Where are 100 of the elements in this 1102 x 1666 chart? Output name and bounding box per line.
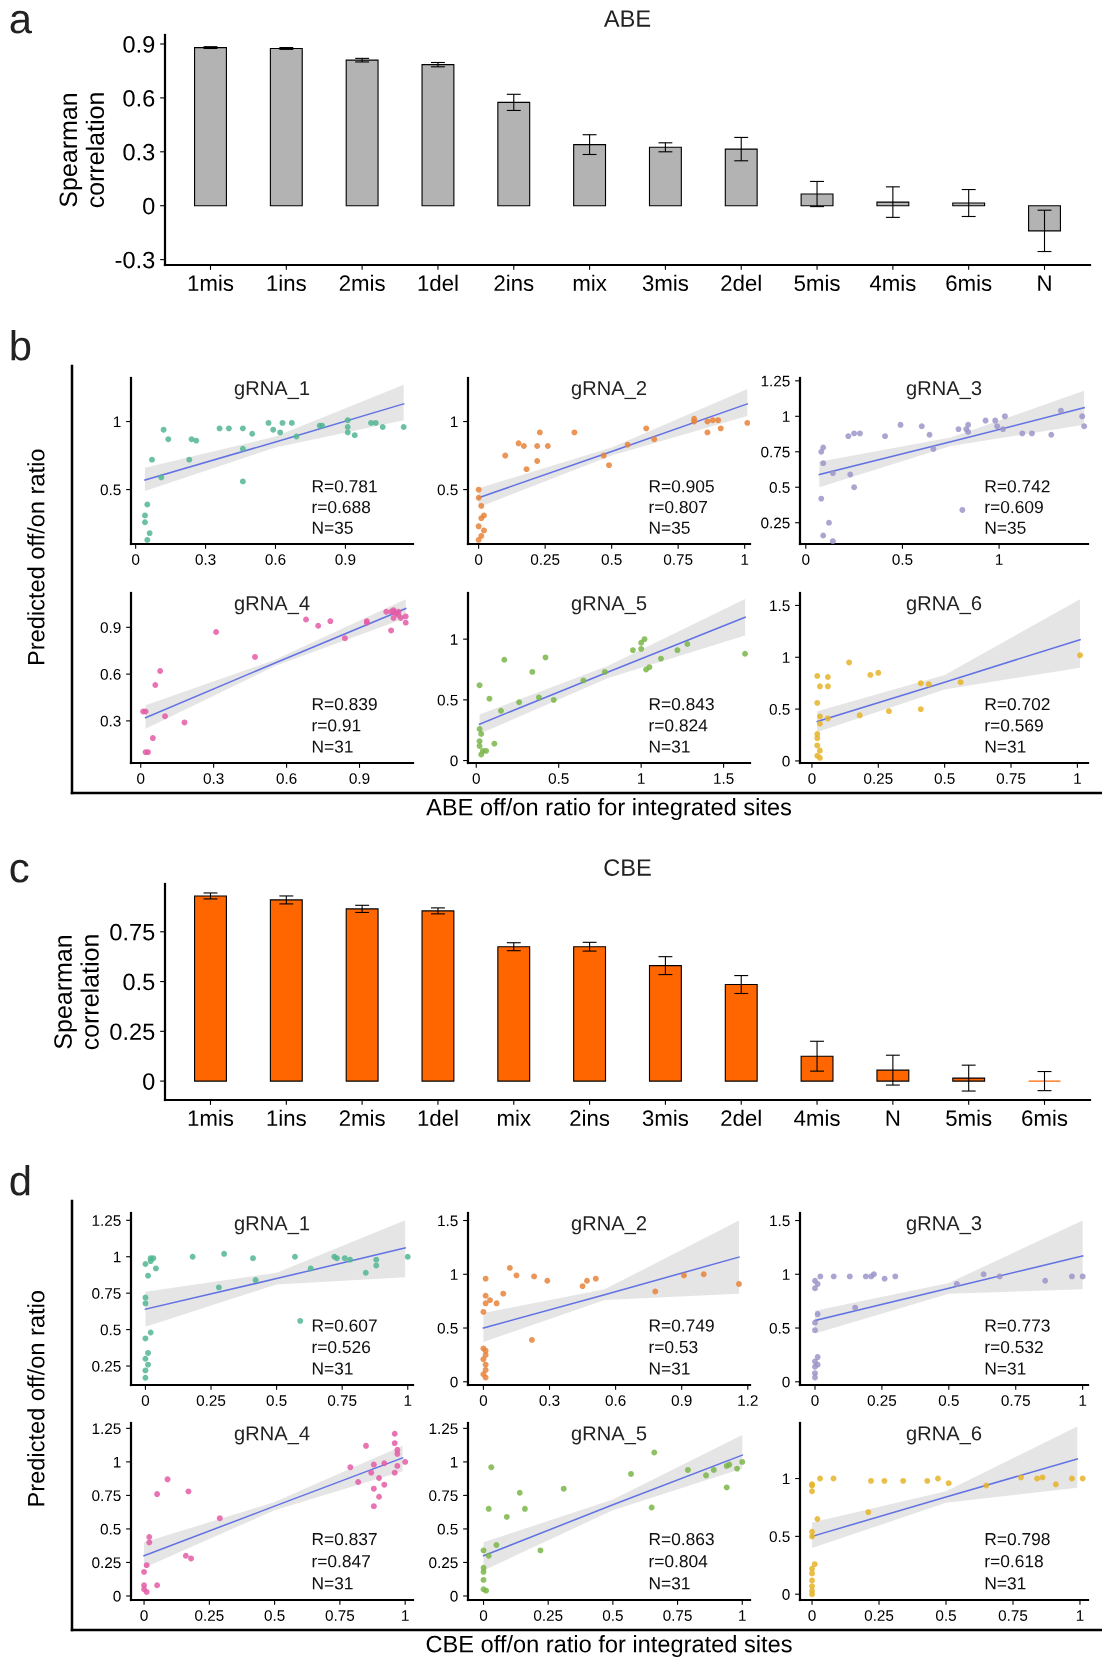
x-tick-label: 0.25 [533,1610,563,1621]
annotation: r=0.804 [649,1555,708,1568]
y-tick-label: 0.5 [769,1531,790,1543]
annotation: N=31 [985,740,1026,753]
y-tick-label: 0.25 [110,1023,155,1041]
y-tick-label: 0.3 [100,715,121,727]
annotation: R=0.773 [985,1319,1050,1332]
x-tick-label: 0 [472,773,480,784]
x-tick-label: 1ins [267,274,306,292]
x-tick-label: 0.6 [605,1395,626,1406]
x-tick-label: 2del [721,1109,761,1127]
x-tick-label: 0.5 [935,1610,956,1621]
y-tick-label: 0.9 [100,622,121,633]
x-tick-label: 0.25 [867,1395,897,1406]
annotation: N=35 [312,521,353,534]
chart-title: gRNA_4 [234,1426,310,1445]
x-tick-label: 1del [418,1109,458,1127]
x-tick-label: 5mis [794,274,840,292]
x-tick-label: 4mis [794,1109,840,1127]
x-tick-label: 0.75 [1001,1395,1030,1406]
x-tick-label: mix [573,274,607,291]
x-tick-label: 0.25 [530,554,560,565]
x-tick-label: N [886,1110,900,1126]
x-tick-label: 0.75 [327,1395,357,1406]
y-tick-label: 0.75 [92,1288,121,1299]
x-tick-label: 6mis [946,274,992,292]
y-tick-label: 1 [782,1269,790,1280]
x-tick-label: 2mis [339,1109,385,1127]
y-tick-label: -0.3 [115,251,155,269]
chart-title: gRNA_4 [234,596,310,615]
x-tick-label: 0.75 [998,1610,1028,1621]
annotation: r=0.609 [985,500,1043,514]
y-tick-label: 0 [782,1589,790,1600]
x-tick-label: N [1038,275,1051,291]
annotation: r=0.807 [649,500,707,514]
x-tick-label: 0 [808,1610,816,1621]
x-tick-label: 0.5 [266,1395,287,1406]
y-tick-label: 0 [143,1073,155,1090]
y-tick-label: 0.5 [769,482,790,493]
y-tick-label: 1.5 [770,1215,790,1227]
y-tick-label: 0.25 [761,517,790,529]
annotation: R=0.742 [985,480,1050,493]
text: a [10,10,32,34]
x-tick-label: 0 [802,554,810,565]
y-tick-label: 0.5 [769,703,790,715]
x-tick-label: 2del [721,274,761,292]
y-tick-label: 1.25 [429,1423,458,1435]
x-tick-label: 0 [811,1395,819,1406]
y-tick-label: 0 [450,1590,458,1602]
y-tick-label: 0.25 [92,1557,121,1569]
annotation: R=0.798 [985,1532,1050,1546]
annotation: R=0.905 [649,480,714,493]
text: c [10,859,29,883]
x-tick-label: 1del [418,274,458,292]
y-axis-title: Spearman correlation [54,935,99,1050]
x-tick-label: 1 [739,1610,746,1621]
x-tick-label: 1mis [188,274,234,292]
chart-title: gRNA_3 [906,1216,982,1235]
y-tick-label: 0 [782,755,790,767]
y-tick-label: 0.5 [769,1322,790,1334]
annotation: N=35 [985,521,1026,534]
x-tick-label: 1 [1079,1395,1087,1406]
y-tick-label: 1.25 [92,1215,121,1226]
y-tick-label: 0.5 [437,1322,458,1334]
y-tick-label: 0.5 [437,694,458,706]
y-tick-label: 1 [450,416,458,428]
chart-title: gRNA_1 [234,381,310,400]
x-tick-label: 3mis [642,1109,689,1127]
annotation: r=0.847 [312,1555,370,1568]
x-tick-label: 1 [996,554,1003,565]
x-tick-label: mix [497,1109,531,1126]
x-tick-label: 5mis [946,1109,992,1127]
x-tick-label: 0.5 [602,1610,623,1621]
x-tick-label: 0.6 [265,554,286,565]
annotation: N=31 [312,1577,353,1590]
x-tick-label: 0.9 [335,554,356,565]
x-tick-label: 1 [402,1610,409,1621]
x-tick-label: 0.5 [264,1610,285,1621]
y-tick-label: 1.5 [770,600,790,612]
annotation: r=0.91 [312,719,361,732]
y-tick-label: 0.75 [110,923,155,941]
x-tick-label: 0.75 [663,1610,692,1621]
y-tick-label: 1 [450,1269,458,1280]
y-tick-label: 0.9 [123,36,155,53]
x-tick-label: 2ins [570,1109,610,1127]
annotation: N=31 [985,1577,1026,1590]
y-tick-label: 0.25 [92,1360,121,1372]
x-tick-label: 0.5 [934,773,955,784]
y-tick-label: 1 [113,1456,121,1468]
chart-title: gRNA_2 [571,1216,647,1235]
x-tick-label: 0 [808,773,816,784]
y-tick-label: 0.75 [761,446,790,458]
annotation: r=0.618 [985,1555,1043,1568]
chart-title: gRNA_5 [571,596,647,615]
y-tick-label: 0.25 [429,1557,458,1569]
y-tick-label: 0.5 [100,484,121,496]
chart-title: CBE [604,859,651,876]
x-tick-label: 0.25 [195,1610,224,1621]
x-tick-label: 6mis [1022,1109,1068,1127]
y-tick-label: 0 [143,197,155,215]
